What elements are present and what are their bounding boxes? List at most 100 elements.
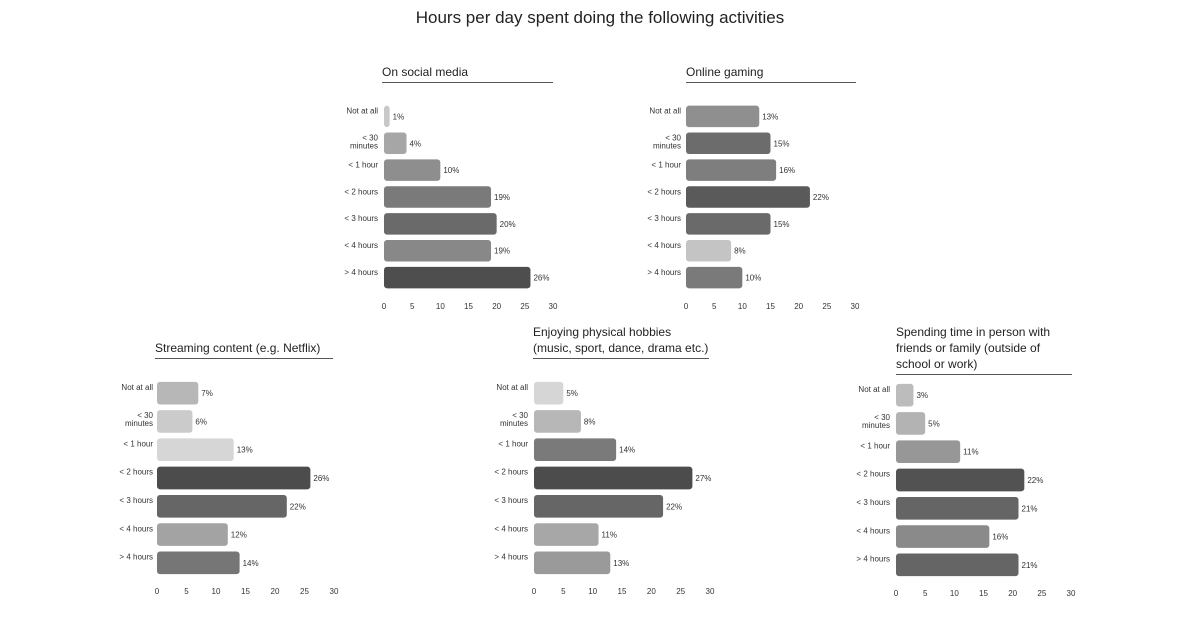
category-label: < 3 hours xyxy=(119,496,153,505)
category-label: Not at all xyxy=(649,107,681,116)
data-label: 11% xyxy=(602,531,617,540)
data-label: 22% xyxy=(813,193,829,202)
data-label: 3% xyxy=(917,391,929,400)
category-label: Not at all xyxy=(496,383,528,392)
chart-title: Spending time in person with friends or f… xyxy=(896,324,1072,375)
bar xyxy=(686,186,810,208)
chart-title-line: Spending time in person with xyxy=(896,325,1051,339)
bar xyxy=(896,496,1019,520)
x-tick-label: 5 xyxy=(410,302,415,311)
category-label: < 2 hours xyxy=(119,468,153,477)
bar xyxy=(157,551,240,575)
category-label: < 4 hours xyxy=(344,241,378,250)
bar xyxy=(384,239,492,262)
data-label: 10% xyxy=(443,166,459,175)
data-label: 7% xyxy=(201,389,213,398)
bar xyxy=(686,159,777,181)
x-tick-label: 15 xyxy=(979,589,988,598)
bar xyxy=(384,159,441,181)
bar xyxy=(157,381,199,405)
chart-title: Enjoying physical hobbies (music, sport, … xyxy=(533,324,709,359)
bar xyxy=(157,410,193,433)
data-label: 15% xyxy=(774,220,790,229)
bar xyxy=(686,132,771,155)
data-label: 4% xyxy=(410,139,422,148)
x-tick-label: 10 xyxy=(950,589,959,598)
x-tick-label: 20 xyxy=(271,587,280,596)
chart-title-line: friends or family (outside of xyxy=(896,341,1041,355)
bar xyxy=(384,186,492,208)
chart-title-line: Streaming content (e.g. Netflix) xyxy=(155,341,321,355)
category-label: < 30 xyxy=(665,134,681,143)
data-label: 22% xyxy=(290,502,306,511)
category-label: < 2 hours xyxy=(856,470,890,479)
category-label: minutes xyxy=(500,419,528,428)
x-tick-label: 5 xyxy=(184,587,189,596)
x-tick-label: 10 xyxy=(588,587,597,596)
category-label: minutes xyxy=(862,421,890,430)
chart-title-line: (music, sport, dance, drama etc.) xyxy=(533,341,709,355)
category-label: minutes xyxy=(653,142,681,151)
data-label: 8% xyxy=(734,247,746,256)
bar xyxy=(896,468,1025,492)
bar xyxy=(896,553,1019,577)
bar xyxy=(157,494,287,518)
data-label: 21% xyxy=(1022,561,1038,570)
category-label: > 4 hours xyxy=(494,553,528,562)
data-label: 22% xyxy=(666,502,682,511)
x-tick-label: 15 xyxy=(618,587,627,596)
data-label: 26% xyxy=(313,474,329,483)
x-tick-label: 20 xyxy=(1008,589,1017,598)
category-label: < 4 hours xyxy=(494,524,528,533)
chart-title-line: Enjoying physical hobbies xyxy=(533,325,672,339)
x-tick-label: 10 xyxy=(436,302,445,311)
data-label: 22% xyxy=(1027,476,1043,485)
category-label: < 3 hours xyxy=(647,214,681,223)
main-title: Hours per day spent doing the following … xyxy=(415,8,785,27)
data-label: 8% xyxy=(584,417,596,426)
bar xyxy=(686,105,760,128)
data-label: 14% xyxy=(243,559,259,568)
x-tick-label: 15 xyxy=(766,302,775,311)
data-label: 15% xyxy=(774,139,790,148)
data-label: 14% xyxy=(619,446,635,455)
x-tick-label: 20 xyxy=(492,302,501,311)
data-label: 1% xyxy=(393,112,405,121)
data-label: 13% xyxy=(762,112,778,121)
chart-title: On social media xyxy=(382,64,553,83)
category-label: Not at all xyxy=(121,383,153,392)
data-label: 19% xyxy=(494,247,510,256)
chart-title: Streaming content (e.g. Netflix) xyxy=(155,340,333,359)
x-tick-label: 30 xyxy=(1067,589,1076,598)
category-label: < 2 hours xyxy=(344,187,378,196)
category-label: < 3 hours xyxy=(344,214,378,223)
x-tick-label: 10 xyxy=(212,587,221,596)
category-label: < 1 hour xyxy=(860,441,890,450)
x-tick-label: 30 xyxy=(330,587,339,596)
bar xyxy=(686,239,732,262)
category-label: Not at all xyxy=(858,385,890,394)
x-tick-label: 15 xyxy=(241,587,250,596)
data-label: 27% xyxy=(695,474,711,483)
bar xyxy=(534,438,617,462)
category-label: < 3 hours xyxy=(856,498,890,507)
data-label: 13% xyxy=(613,559,629,568)
data-label: 20% xyxy=(500,220,516,229)
x-tick-label: 15 xyxy=(464,302,473,311)
bar xyxy=(896,440,961,464)
data-label: 16% xyxy=(779,166,795,175)
x-tick-label: 20 xyxy=(794,302,803,311)
chart-title: Online gaming xyxy=(686,64,856,83)
x-tick-label: 10 xyxy=(738,302,747,311)
chart-title-line: Online gaming xyxy=(686,65,764,79)
data-label: 6% xyxy=(195,417,207,426)
category-label: > 4 hours xyxy=(344,268,378,277)
data-label: 21% xyxy=(1022,504,1038,513)
bar xyxy=(384,213,497,235)
x-tick-label: 0 xyxy=(532,587,537,596)
category-label: > 4 hours xyxy=(856,555,890,564)
bar xyxy=(534,494,664,518)
